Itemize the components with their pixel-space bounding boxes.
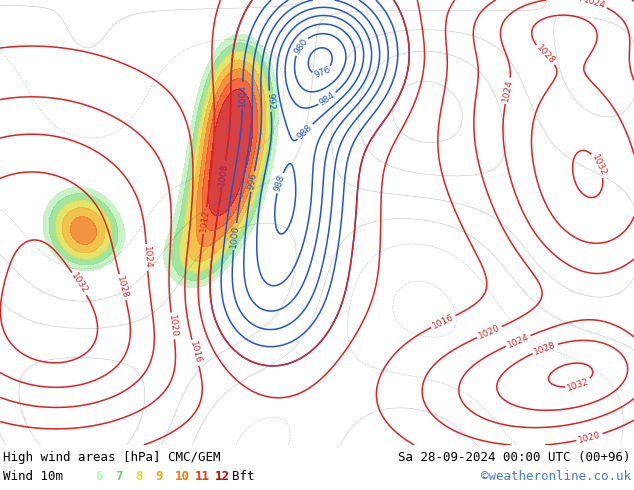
Text: 1024: 1024 <box>501 79 515 103</box>
Text: 1008: 1008 <box>217 162 230 186</box>
Text: 996: 996 <box>247 172 259 191</box>
Text: ©weatheronline.co.uk: ©weatheronline.co.uk <box>481 469 631 483</box>
Text: 1024: 1024 <box>582 0 607 11</box>
Text: Bft: Bft <box>232 469 254 483</box>
Text: 1020: 1020 <box>477 323 501 341</box>
Text: 1004: 1004 <box>238 84 247 107</box>
Text: 1032: 1032 <box>566 377 591 393</box>
Text: 1008: 1008 <box>217 162 230 186</box>
Text: 6: 6 <box>95 469 103 483</box>
Text: 1028: 1028 <box>534 44 557 67</box>
Text: 1032: 1032 <box>70 271 89 296</box>
Text: 8: 8 <box>135 469 143 483</box>
Text: 12: 12 <box>215 469 230 483</box>
Text: 1020: 1020 <box>167 314 179 338</box>
Text: 1012: 1012 <box>199 209 211 232</box>
Text: 1032: 1032 <box>590 153 608 177</box>
Text: 1016: 1016 <box>188 341 203 365</box>
Text: 988: 988 <box>296 122 314 141</box>
Text: 988: 988 <box>273 173 287 193</box>
Text: 976: 976 <box>313 66 332 80</box>
Text: 10: 10 <box>175 469 190 483</box>
Text: 980: 980 <box>292 36 309 56</box>
Text: Sa 28-09-2024 00:00 UTC (00+96): Sa 28-09-2024 00:00 UTC (00+96) <box>399 451 631 464</box>
Text: Wind 10m: Wind 10m <box>3 469 63 483</box>
Text: 1028: 1028 <box>533 340 557 357</box>
Text: 1028: 1028 <box>115 275 130 299</box>
Text: 1024: 1024 <box>506 332 531 349</box>
Text: High wind areas [hPa] CMC/GEM: High wind areas [hPa] CMC/GEM <box>3 451 221 464</box>
Text: 1024: 1024 <box>141 246 152 269</box>
Text: 11: 11 <box>195 469 210 483</box>
Text: 992: 992 <box>265 92 275 110</box>
Text: 984: 984 <box>318 90 337 107</box>
Text: 1020: 1020 <box>578 430 602 445</box>
Text: 7: 7 <box>115 469 122 483</box>
Text: 9: 9 <box>155 469 162 483</box>
Text: 1016: 1016 <box>431 312 456 331</box>
Text: 1000: 1000 <box>230 225 241 248</box>
